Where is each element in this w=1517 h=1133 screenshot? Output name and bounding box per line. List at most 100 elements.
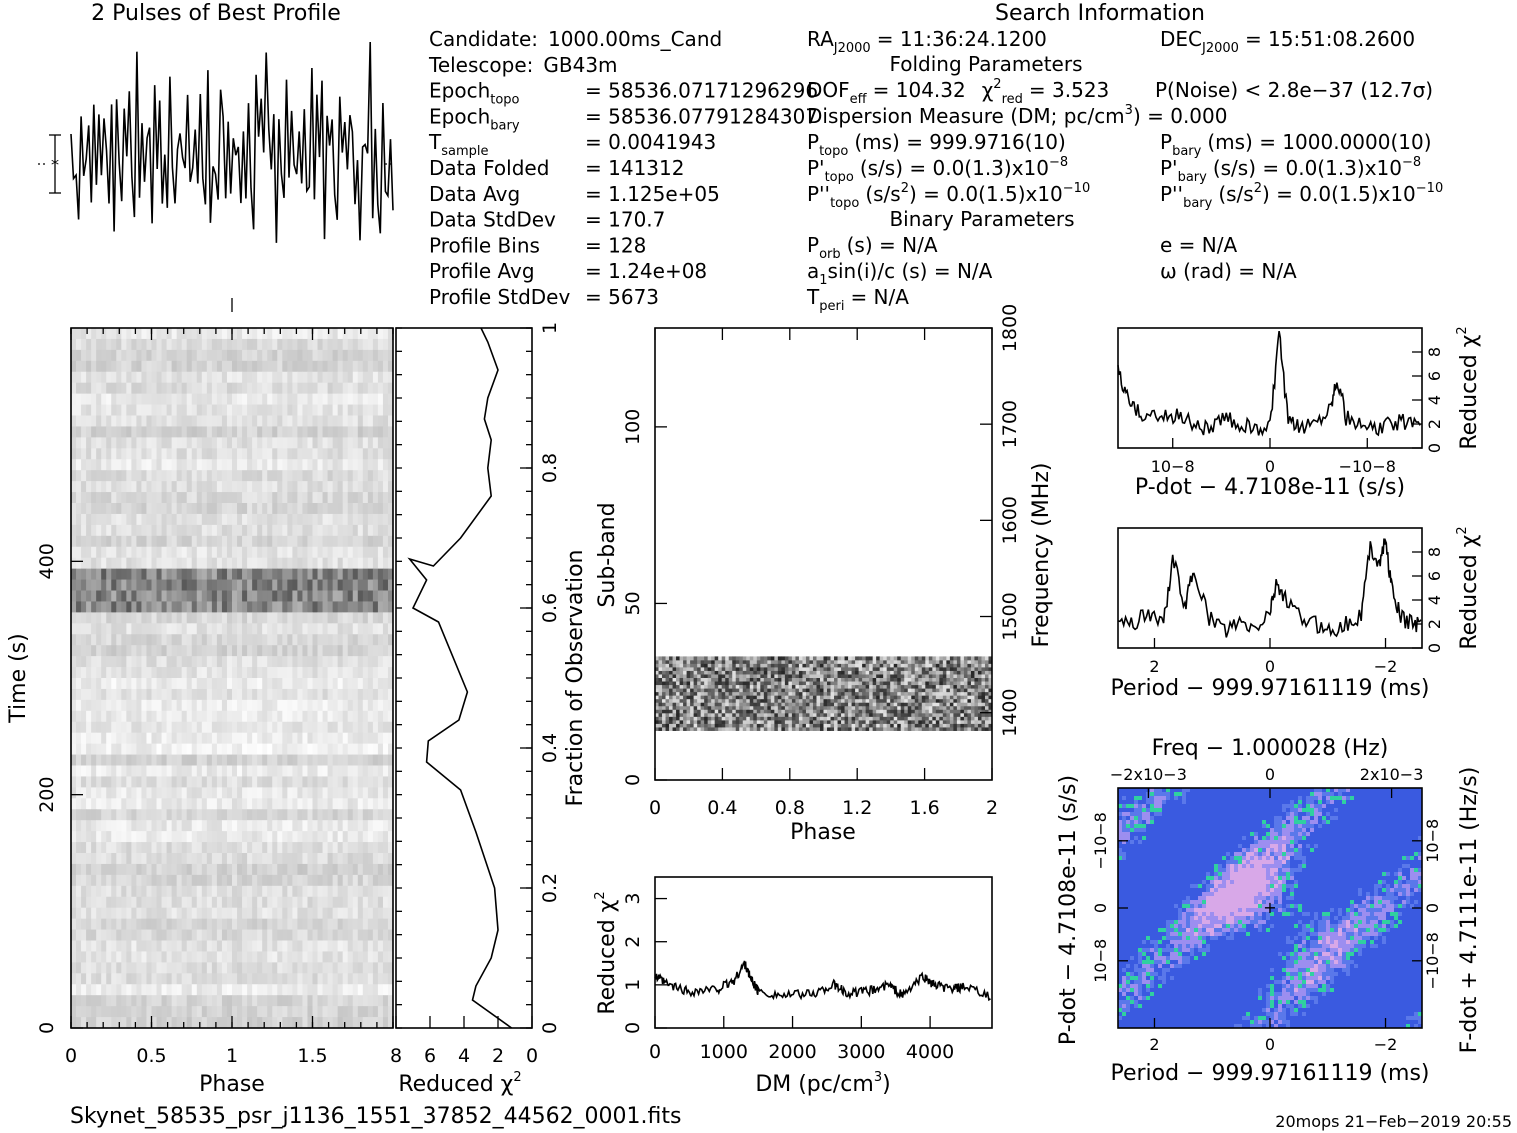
subband-cell: [865, 727, 870, 731]
time-phase-cell: [86, 842, 92, 854]
subband-cell: [855, 712, 859, 717]
time-phase-cell: [151, 371, 157, 384]
time-phase-cell: [96, 688, 102, 701]
time-phase-cell: [131, 678, 137, 690]
time-phase-cell: [196, 349, 203, 362]
time-phase-cell: [277, 984, 283, 996]
subband-cell: [665, 719, 670, 724]
time-phase-cell: [237, 918, 243, 930]
time-phase-cell: [76, 863, 82, 876]
time-phase-cell: [201, 951, 208, 963]
time-phase-cell: [277, 612, 283, 624]
time-phase-cell: [71, 678, 77, 690]
time-phase-cell: [327, 710, 334, 723]
subband-cell: [862, 719, 867, 724]
time-phase-cell: [262, 404, 268, 416]
time-phase-cell: [161, 831, 167, 843]
time-phase-cell: [91, 437, 97, 449]
time-phase-cell: [312, 328, 318, 340]
time-phase-cell: [387, 492, 394, 504]
time-phase-cell: [382, 382, 389, 395]
time-phase-cell: [131, 382, 137, 395]
time-phase-cell: [242, 885, 248, 898]
time-phase-cell: [201, 688, 208, 701]
time-phase-cell: [121, 524, 127, 537]
time-phase-cell: [367, 710, 374, 723]
time-phase-cell: [206, 656, 213, 668]
time-phase-cell: [377, 1006, 384, 1018]
subband-cell: [834, 727, 838, 731]
time-phase-cell: [201, 328, 208, 340]
time-phase-cell: [282, 962, 288, 974]
time-phase-cell: [302, 885, 308, 898]
time-phase-cell: [277, 929, 283, 941]
time-phase-cell: [382, 984, 389, 996]
time-phase-cell: [141, 765, 147, 777]
subband-cell: [690, 727, 695, 731]
time-phase-cell: [106, 798, 112, 810]
time-phase-cell: [312, 699, 318, 712]
time-phase-cell: [372, 415, 379, 427]
time-phase-cell: [221, 678, 228, 690]
time-phase-cell: [171, 667, 178, 679]
time-phase-cell: [71, 667, 77, 679]
time-phase-cell: [357, 645, 364, 657]
time-phase-cell: [312, 863, 318, 876]
time-phase-cell: [337, 787, 344, 799]
time-phase-cell: [357, 546, 364, 559]
time-phase-cell: [347, 360, 354, 373]
time-phase-cell: [126, 579, 132, 591]
time-phase-cell: [377, 1017, 384, 1029]
time-phase-cell: [166, 459, 173, 471]
time-phase-cell: [81, 754, 87, 766]
time-phase-cell: [106, 360, 112, 373]
subband-cell: [865, 705, 870, 710]
time-phase-cell: [362, 962, 369, 974]
time-phase-cell: [382, 634, 389, 646]
time-phase-cell: [352, 688, 359, 701]
time-phase-cell: [322, 634, 328, 646]
time-phase-cell: [377, 678, 384, 690]
time-phase-cell: [206, 940, 213, 952]
subband-cell: [693, 727, 698, 731]
candidate-line: Tsample = 0.0041943: [428, 130, 716, 159]
time-phase-cell: [292, 929, 298, 941]
time-phase-cell: [156, 459, 162, 471]
time-phase-cell: [206, 754, 213, 766]
time-phase-cell: [106, 787, 112, 799]
time-phase-cell: [352, 328, 359, 340]
subband-cell: [890, 723, 895, 728]
time-phase-cell: [221, 481, 228, 493]
time-phase-cell: [111, 656, 117, 668]
time-phase-cell: [257, 601, 263, 613]
time-phase-cell: [382, 678, 389, 690]
time-phase-cell: [166, 940, 173, 952]
time-phase-cell: [156, 995, 162, 1007]
time-phase-cell: [201, 907, 208, 920]
time-phase-cell: [237, 863, 243, 876]
time-phase-cell: [282, 820, 288, 832]
time-phase-cell: [307, 513, 313, 526]
time-phase-cell: [352, 874, 359, 887]
time-phase-cell: [302, 809, 308, 821]
time-phase-cell: [81, 896, 87, 909]
subband-cell: [819, 723, 824, 728]
subband-cell: [693, 723, 698, 728]
time-phase-cell: [337, 874, 344, 887]
time-phase-cell: [252, 787, 258, 799]
time-phase-cell: [287, 885, 293, 898]
time-phase-cell: [237, 470, 243, 482]
time-phase-cell: [377, 885, 384, 898]
time-phase-cell: [131, 863, 137, 876]
time-phase-cell: [176, 404, 183, 416]
time-phase-cell: [357, 634, 364, 646]
time-phase-cell: [312, 688, 318, 701]
time-phase-cell: [232, 754, 238, 766]
time-phase-cell: [121, 513, 127, 526]
time-phase-cell: [267, 360, 273, 373]
time-phase-cell: [81, 437, 87, 449]
time-phase-cell: [126, 546, 132, 559]
time-chi2-xtick-label: 4: [458, 1045, 470, 1067]
subband-cell: [900, 727, 905, 731]
time-phase-cell: [377, 415, 384, 427]
